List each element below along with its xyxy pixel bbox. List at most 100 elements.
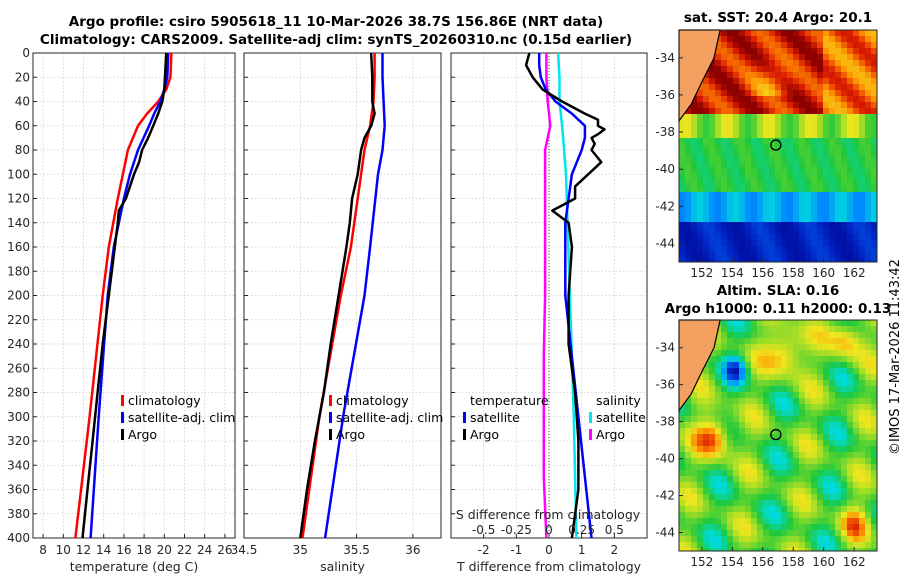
map-cell — [817, 108, 824, 115]
map-cell — [865, 422, 872, 429]
map-cell — [685, 210, 692, 217]
map-cell — [727, 488, 734, 495]
map-cell — [703, 488, 710, 495]
map-cell — [715, 548, 722, 552]
map-cell — [805, 524, 812, 531]
map-cell — [835, 548, 842, 552]
map-cell — [865, 392, 872, 399]
map-cell — [745, 192, 752, 199]
map-cell — [739, 180, 746, 187]
map-cell — [685, 234, 692, 241]
map-cell — [829, 66, 836, 73]
map-cell — [769, 228, 776, 235]
map-cell — [745, 368, 752, 375]
map-cell — [823, 114, 830, 121]
map-cell — [835, 120, 842, 127]
map-cell — [733, 398, 740, 405]
map-cell — [817, 512, 824, 519]
map-cell — [865, 332, 872, 339]
map-cell — [685, 464, 692, 471]
map-cell — [733, 42, 740, 49]
map-cell — [751, 464, 758, 471]
map-cell — [841, 332, 848, 339]
map-cell — [781, 446, 788, 453]
map-cell — [793, 542, 800, 549]
map-cell — [871, 156, 878, 163]
map-cell — [805, 458, 812, 465]
y-tick-label: 160 — [7, 240, 30, 254]
map-cell — [757, 228, 764, 235]
map-cell — [847, 512, 854, 519]
map-cell — [793, 410, 800, 417]
map-cell — [763, 228, 770, 235]
map-cell — [805, 78, 812, 85]
map-cell — [859, 222, 866, 229]
map-cell — [793, 84, 800, 91]
map-cell — [811, 42, 818, 49]
map-cell — [709, 524, 716, 531]
map-cell — [787, 512, 794, 519]
map-cell — [709, 494, 716, 501]
map-cell — [715, 168, 722, 175]
map-cell — [799, 434, 806, 441]
map-cell — [751, 542, 758, 549]
map-cell — [703, 138, 710, 145]
map-cell — [805, 108, 812, 115]
map-cell — [733, 482, 740, 489]
map-cell — [757, 156, 764, 163]
map-cell — [835, 326, 842, 333]
map-cell — [745, 72, 752, 79]
map-cell — [865, 96, 872, 103]
map-cell — [757, 536, 764, 543]
legend-climatology-label: climatology — [336, 393, 409, 408]
map-cell — [757, 258, 764, 263]
map-cell — [817, 440, 824, 447]
map-cell — [733, 150, 740, 157]
map-cell — [799, 392, 806, 399]
map-cell — [733, 500, 740, 507]
legend-s-satellite-swatch — [589, 412, 592, 423]
map-cell — [793, 198, 800, 205]
map-cell — [739, 518, 746, 525]
map-cell — [781, 204, 788, 211]
map-cell — [799, 344, 806, 351]
map-cell — [697, 186, 704, 193]
map-cell — [721, 84, 728, 91]
map-cell — [775, 518, 782, 525]
map-cell — [841, 536, 848, 543]
map-cell — [811, 344, 818, 351]
map-cell — [829, 434, 836, 441]
map-cell — [805, 380, 812, 387]
map-cell — [811, 410, 818, 417]
map-cell — [787, 470, 794, 477]
map-cell — [721, 192, 728, 199]
map-cell — [835, 440, 842, 447]
map-cell — [853, 392, 860, 399]
map-cell — [697, 458, 704, 465]
map-cell — [853, 476, 860, 483]
map-cell — [799, 440, 806, 447]
map-cell — [769, 476, 776, 483]
map-cell — [829, 222, 836, 229]
map-cell — [757, 386, 764, 393]
map-cell — [793, 548, 800, 552]
map-cell — [853, 114, 860, 121]
map-x-tick-label: 158 — [782, 555, 805, 569]
map-cell — [799, 126, 806, 133]
map-cell — [739, 102, 746, 109]
map-cell — [835, 228, 842, 235]
map-cell — [757, 518, 764, 525]
map-cell — [823, 452, 830, 459]
map-cell — [703, 380, 710, 387]
map-cell — [691, 446, 698, 453]
map-cell — [847, 78, 854, 85]
map-cell — [865, 476, 872, 483]
map-cell — [721, 416, 728, 423]
map-cell — [709, 506, 716, 513]
map-cell — [751, 204, 758, 211]
map-cell — [853, 386, 860, 393]
map-cell — [823, 222, 830, 229]
map-cell — [757, 500, 764, 507]
map-cell — [679, 258, 686, 263]
map-cell — [817, 48, 824, 55]
